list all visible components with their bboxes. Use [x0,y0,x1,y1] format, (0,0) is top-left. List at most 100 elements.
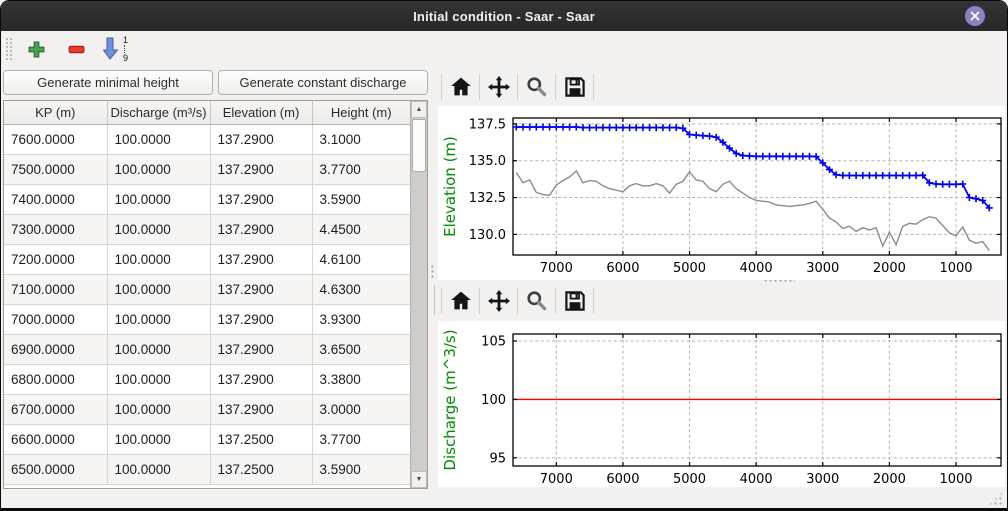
scrollbar-thumb[interactable] [412,119,426,172]
table-cell[interactable]: 3.5900 [312,184,410,214]
svg-text:95: 95 [489,451,506,466]
table-cell[interactable]: 100.0000 [107,214,210,244]
save-button[interactable] [556,72,593,102]
table-cell[interactable]: 137.2500 [210,454,312,484]
sort-ascending-icon: 1 9 [103,37,129,61]
svg-text:7000: 7000 [540,472,573,487]
row-edit-toolbar: 1 9 [1,31,433,67]
close-button[interactable] [965,6,985,26]
table-cell[interactable]: 137.2900 [210,214,312,244]
table-cell[interactable]: 100.0000 [107,304,210,334]
table-cell[interactable]: 100.0000 [107,274,210,304]
table-row: 7600.0000100.0000137.29003.1000 [4,124,410,154]
table-cell[interactable]: 7600.0000 [4,124,107,154]
sort-rows-button[interactable]: 1 9 [100,35,132,63]
pane-splitter-handle[interactable] [430,264,435,280]
table-body: 7600.0000100.0000137.29003.10007500.0000… [4,124,410,484]
pan-icon [487,289,511,313]
svg-text:100: 100 [481,393,506,408]
add-row-button[interactable] [20,35,52,63]
column-header[interactable]: Discharge (m³/s) [107,101,210,124]
table-cell[interactable]: 100.0000 [107,454,210,484]
window-resize-grip[interactable] [988,491,1003,506]
table-header-row: KP (m)Discharge (m³/s)Elevation (m)Heigh… [4,101,410,124]
remove-row-button[interactable] [60,35,92,63]
table-cell[interactable]: 137.2900 [210,364,312,394]
table-cell[interactable]: 137.2900 [210,334,312,364]
table-cell[interactable]: 137.2900 [210,184,312,214]
table-row: 7500.0000100.0000137.29003.7700 [4,154,410,184]
save-icon [563,75,587,99]
table-cell[interactable]: 6500.0000 [4,454,107,484]
table-cell[interactable]: 137.2900 [210,124,312,154]
table-cell[interactable]: 100.0000 [107,394,210,424]
column-header[interactable]: KP (m) [4,101,107,124]
svg-text:5000: 5000 [673,261,706,276]
scroll-down-button[interactable]: ▼ [411,471,427,488]
table-cell[interactable]: 6600.0000 [4,424,107,454]
svg-text:1000: 1000 [939,472,972,487]
table-cell[interactable]: 137.2900 [210,304,312,334]
home-button[interactable] [442,72,479,102]
table-cell[interactable]: 137.2900 [210,244,312,274]
pan-button[interactable] [480,286,517,316]
table-scrollbar[interactable]: ▲ ▼ [410,101,427,488]
table-cell[interactable]: 100.0000 [107,364,210,394]
table-row: 7000.0000100.0000137.29003.9300 [4,304,410,334]
table-cell[interactable]: 7200.0000 [4,244,107,274]
table-cell[interactable]: 137.2900 [210,274,312,304]
table-cell[interactable]: 100.0000 [107,124,210,154]
generate-minimal-height-button[interactable]: Generate minimal height [3,70,213,95]
table-cell[interactable]: 3.0000 [312,394,410,424]
table-cell[interactable]: 6900.0000 [4,334,107,364]
table-cell[interactable]: 3.7700 [312,154,410,184]
svg-text:137.5: 137.5 [469,117,506,132]
scroll-up-button[interactable]: ▲ [411,101,427,118]
table-row: 7200.0000100.0000137.29004.6100 [4,244,410,274]
table-cell[interactable]: 100.0000 [107,424,210,454]
table-cell[interactable]: 7000.0000 [4,304,107,334]
table-cell[interactable]: 100.0000 [107,184,210,214]
table-cell[interactable]: 100.0000 [107,154,210,184]
home-button[interactable] [442,286,479,316]
table-cell[interactable]: 7300.0000 [4,214,107,244]
toolbar-drag-handle[interactable] [6,38,12,60]
table-cell[interactable]: 4.6100 [312,244,410,274]
svg-text:1000: 1000 [939,261,972,276]
table-cell[interactable]: 137.2900 [210,394,312,424]
table-cell[interactable]: 6800.0000 [4,364,107,394]
save-button[interactable] [556,286,593,316]
svg-text:Discharge (m^3/s): Discharge (m^3/s) [441,329,459,470]
table-cell[interactable]: 3.3800 [312,364,410,394]
column-header[interactable]: Elevation (m) [210,101,312,124]
titlebar[interactable]: Initial condition - Saar - Saar [1,1,1007,31]
table-cell[interactable]: 4.4500 [312,214,410,244]
table-cell[interactable]: 100.0000 [107,244,210,274]
table-cell[interactable]: 4.6300 [312,274,410,304]
series-water-surface-elevation [516,127,989,208]
table-cell[interactable]: 137.2900 [210,154,312,184]
table-cell[interactable]: 3.6500 [312,334,410,364]
table-cell[interactable]: 7500.0000 [4,154,107,184]
magnifier-icon [525,75,549,99]
zoom-button[interactable] [518,72,555,102]
table-cell[interactable]: 7100.0000 [4,274,107,304]
table-cell[interactable]: 6700.0000 [4,394,107,424]
elevation-plot[interactable]: 7000600050004000300020001000130.0132.513… [438,106,1005,280]
discharge-plot[interactable]: 700060005000400030002000100095100105Disc… [438,321,1005,487]
initial-condition-table: KP (m)Discharge (m³/s)Elevation (m)Heigh… [3,100,428,489]
pan-button[interactable] [480,72,517,102]
table-cell[interactable]: 3.7700 [312,424,410,454]
table-row: 7300.0000100.0000137.29004.4500 [4,214,410,244]
table-row: 6700.0000100.0000137.29003.0000 [4,394,410,424]
generate-constant-discharge-button[interactable]: Generate constant discharge [218,70,428,95]
table-cell[interactable]: 3.1000 [312,124,410,154]
zoom-button[interactable] [518,286,555,316]
table-cell[interactable]: 7400.0000 [4,184,107,214]
column-header[interactable]: Height (m) [312,101,410,124]
table-cell[interactable]: 3.5900 [312,454,410,484]
table-cell[interactable]: 3.9300 [312,304,410,334]
table-cell[interactable]: 100.0000 [107,334,210,364]
table-cell[interactable]: 137.2500 [210,424,312,454]
svg-text:135.0: 135.0 [469,154,506,169]
